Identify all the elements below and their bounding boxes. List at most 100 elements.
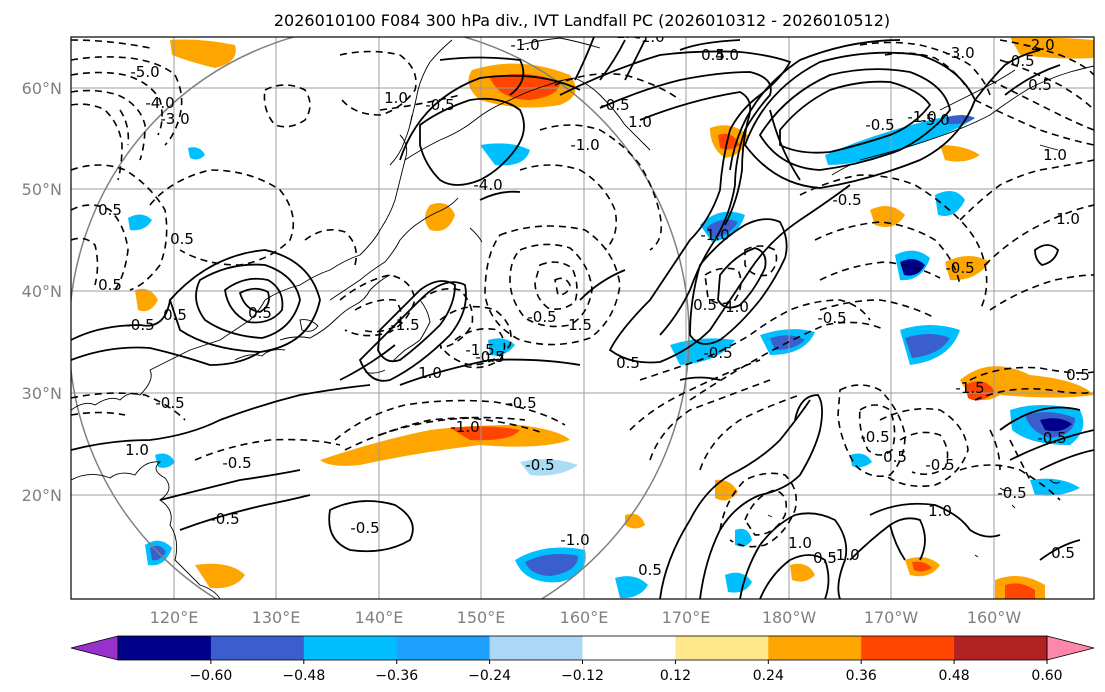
contour-label: 0.5 <box>813 549 837 567</box>
contour-label: 1.0 <box>725 298 749 316</box>
contour-label: 1.0 <box>1056 210 1080 228</box>
negative-div-blob <box>615 576 648 599</box>
contour-label: -1.0 <box>610 24 639 42</box>
contour-label: -0.5 <box>125 316 154 334</box>
negative-div-blob <box>128 214 152 231</box>
colorbar-tick-label: −0.48 <box>282 668 325 684</box>
figure-title: 2026010100 F084 300 hPa div., IVT Landfa… <box>274 11 890 30</box>
landfall-region-circle <box>71 37 690 599</box>
contour-label: -0.5 <box>600 96 629 114</box>
contour-label: -1.0 <box>570 136 599 154</box>
lat-label: 40°N <box>22 282 62 301</box>
contour-label: -4.0 <box>145 94 174 112</box>
contour-label: -4.0 <box>473 176 502 194</box>
contour-label: 0.5 <box>1066 366 1090 384</box>
contour-label: -3.0 <box>945 44 974 62</box>
contour-label: -5.0 <box>130 63 159 81</box>
colorbar-tick-label: 0.48 <box>939 668 970 684</box>
contour-label: 1.0 <box>125 441 149 459</box>
lon-label: 120°E <box>150 608 199 627</box>
lon-label: 150°E <box>457 608 506 627</box>
negative-div-blob <box>188 147 205 160</box>
colorbar-segment <box>861 636 955 660</box>
contour-label: -0.5 <box>865 116 894 134</box>
negative-div-blob <box>905 334 950 358</box>
contour-label: -0.5 <box>703 344 732 362</box>
contour-label: -0.5 <box>1005 52 1034 70</box>
lat-label: 20°N <box>22 486 62 505</box>
contour-label: 1.5 <box>568 316 592 334</box>
colorbar-tick-label: 0.36 <box>846 668 877 684</box>
coastlines <box>71 37 1094 599</box>
contour-label: 1.0 <box>418 364 442 382</box>
contour-label: 0.5 <box>701 46 725 64</box>
contour-label: -0.5 <box>425 96 454 114</box>
contour-label: -2.0 <box>1025 36 1054 54</box>
contour-label: 1.0 <box>788 534 812 552</box>
lat-label: 50°N <box>22 180 62 199</box>
lon-label: 180°W <box>762 608 817 627</box>
contour-label: -0.5 <box>210 510 239 528</box>
colorbar-segment <box>489 636 583 660</box>
contour-label: -1.5 <box>955 379 984 397</box>
lon-label: 170°E <box>662 608 711 627</box>
contour-label: 0.5 <box>638 561 662 579</box>
contour-label: -0.5 <box>222 454 251 472</box>
contour-label: -0.5 <box>925 456 954 474</box>
negative-div-blob <box>1040 418 1072 432</box>
colorbar-segment <box>675 636 769 660</box>
contour-label: -0.5 <box>525 456 554 474</box>
negative-div-blob <box>825 115 975 165</box>
positive-div-blob <box>425 202 455 231</box>
contour-label: -0.5 <box>350 519 379 537</box>
positive-div-blob <box>940 145 980 162</box>
colorbar-tick-label: −0.12 <box>561 668 604 684</box>
lat-axis: 60°N 50°N 40°N 30°N 20°N <box>22 79 62 505</box>
contour-label: -1.5 <box>390 316 419 334</box>
colorbar-segment <box>954 636 1048 660</box>
contour-label: -0.5 <box>832 191 861 209</box>
contour-label: -0.5 <box>507 394 536 412</box>
contour-label: -0.5 <box>817 309 846 327</box>
contour-label: -0.5 <box>997 484 1026 502</box>
lat-label: 60°N <box>22 79 62 98</box>
colorbar-segment <box>768 636 862 660</box>
contour-label: 0.5 <box>616 354 640 372</box>
graticule <box>71 37 1094 599</box>
colorbar-tick-label: 0.12 <box>660 668 691 684</box>
lon-label: 130°E <box>252 608 301 627</box>
negative-div-blob <box>488 338 515 356</box>
colorbar-tick-label: −0.24 <box>468 668 511 684</box>
contour-label: -1.0 <box>635 28 664 46</box>
contour-label: -0.5 <box>475 348 504 366</box>
colorbar-segment <box>210 636 305 660</box>
contour-label: -1.0 <box>560 531 589 549</box>
colorbar-extend-min <box>70 635 119 661</box>
negative-contours <box>71 39 1094 548</box>
positive-div-blob <box>490 73 560 100</box>
contour-label: -1.5 <box>465 341 494 359</box>
negative-div-blob <box>850 453 872 468</box>
colorbar: −0.60 −0.48 −0.36 −0.24 −0.12 0.12 0.24 0.36 0.4… <box>70 635 1095 684</box>
negative-div-blob <box>1030 478 1080 496</box>
contour-label: 0.5 <box>1051 544 1075 562</box>
contour-label: 0.5 <box>98 276 122 294</box>
contour-label: 0.5 <box>163 306 187 324</box>
colorbar-tick-label: 0.60 <box>1031 668 1062 684</box>
map-panel: -5.0-4.0-3.0-1.0-0.5-1.04.0-3.0-2.01.0-1… <box>71 24 1094 599</box>
map-frame <box>70 36 1095 600</box>
contour-label: -0.5 <box>945 259 974 277</box>
contour-label: -0.5 <box>155 394 184 412</box>
negative-div-blob <box>735 528 752 547</box>
contour-label: 0.5 <box>170 230 194 248</box>
positive-div-blob <box>945 256 990 281</box>
contour-label: 0.5 <box>248 304 272 322</box>
negative-div-blob <box>525 554 578 576</box>
contour-label: -0.5 <box>1037 429 1066 447</box>
lat-label: 30°N <box>22 384 62 403</box>
contour-label: 0.5 <box>883 448 907 466</box>
positive-contours <box>71 37 1094 599</box>
lon-label: 140°E <box>355 608 404 627</box>
contour-label: -1.0 <box>830 546 859 564</box>
lon-label: 170°W <box>864 608 919 627</box>
